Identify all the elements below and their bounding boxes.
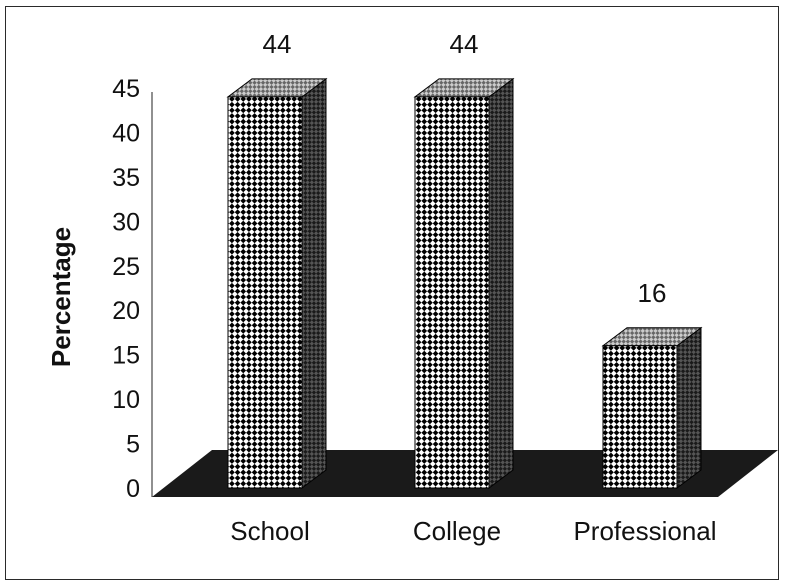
y-tick-labels: 0 5 10 15 20 25 30 35 40 45 — [112, 75, 140, 503]
bars — [226, 77, 703, 489]
category-label: College — [413, 516, 501, 546]
y-tick-label: 25 — [112, 253, 140, 281]
category-label: Professional — [573, 516, 716, 546]
y-axis-title: Percentage — [46, 227, 76, 367]
y-tick-label: 20 — [112, 297, 140, 325]
bar-school — [226, 77, 328, 489]
category-label: School — [230, 516, 310, 546]
bar-front-face — [414, 96, 490, 489]
bar-front-face — [227, 96, 303, 489]
data-label: 44 — [263, 29, 292, 59]
bar-side-face — [488, 77, 514, 489]
y-tick-label: 40 — [112, 119, 140, 147]
bar-front-face — [602, 345, 678, 489]
data-label: 44 — [450, 29, 479, 59]
y-tick-label: 10 — [112, 386, 140, 414]
y-tick-label: 30 — [112, 208, 140, 236]
bar-side-face — [676, 326, 702, 489]
data-label: 16 — [638, 278, 667, 308]
category-labels: School College Professional — [230, 516, 716, 546]
bar-professional — [601, 326, 703, 489]
bar-college — [413, 77, 515, 489]
data-labels: 44 44 16 — [263, 29, 667, 308]
y-tick-label: 35 — [112, 164, 140, 192]
y-tick-label: 15 — [112, 342, 140, 370]
bar-side-face — [301, 77, 327, 489]
y-tick-label: 0 — [126, 475, 140, 503]
y-tick-label: 5 — [126, 431, 140, 459]
y-tick-label: 45 — [112, 75, 140, 103]
